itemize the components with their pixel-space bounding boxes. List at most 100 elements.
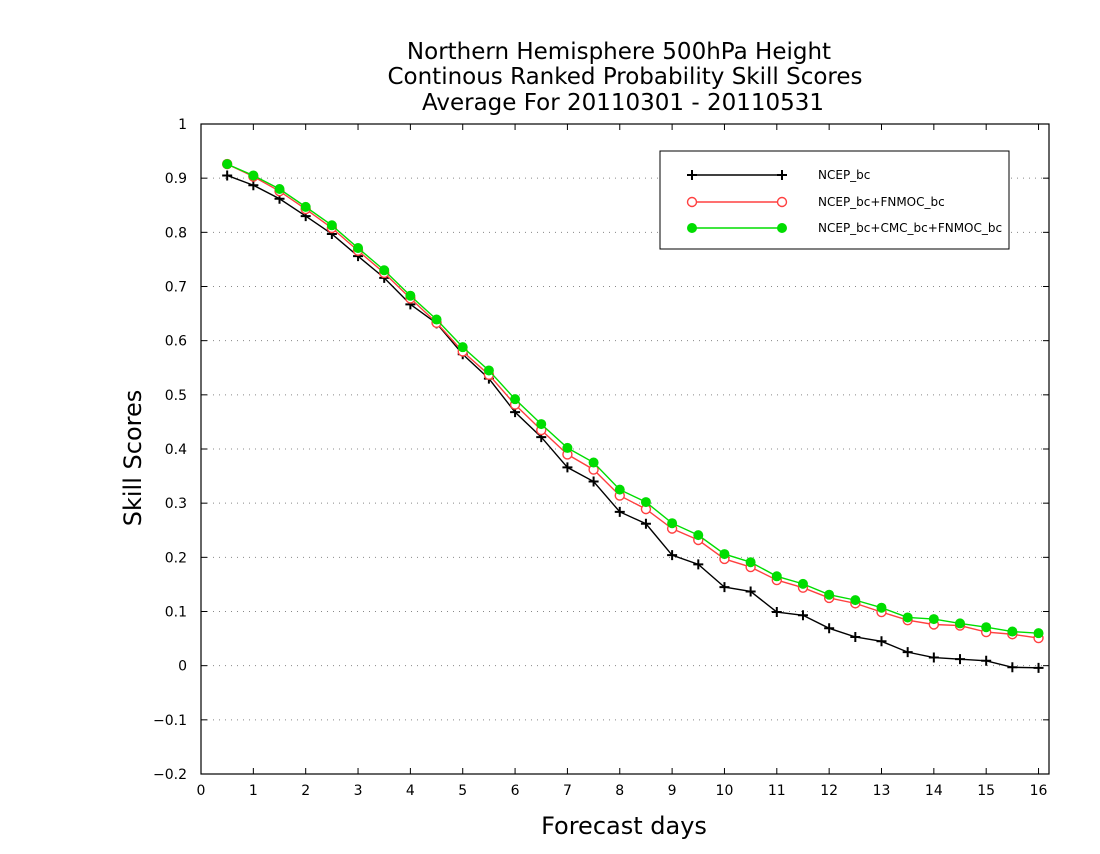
data-point-filled-circle: [745, 557, 756, 568]
data-point-filled-circle: [687, 223, 697, 233]
x-tick-label: 12: [820, 783, 838, 799]
data-point-filled-circle: [614, 484, 625, 495]
data-point-filled-circle: [640, 497, 651, 508]
data-point-plus: [667, 550, 678, 561]
x-tick-label: 3: [354, 783, 363, 799]
data-point-plus: [222, 170, 233, 181]
x-tick-label: 4: [406, 783, 415, 799]
data-point-plus: [248, 180, 259, 191]
x-tick-label: 14: [925, 783, 943, 799]
chart-title-line-2: Continous Ranked Probability Skill Score…: [387, 64, 862, 90]
series-2: [222, 159, 1044, 639]
data-point-filled-circle: [300, 201, 311, 212]
data-point-filled-circle: [562, 442, 573, 453]
y-tick-label: 0.6: [165, 334, 187, 350]
data-point-plus: [981, 655, 992, 666]
x-tick-label: 7: [563, 783, 572, 799]
legend-box: [659, 150, 1010, 250]
x-tick-label: 13: [873, 783, 891, 799]
y-tick-label: 0.2: [165, 550, 187, 566]
y-tick-label: 0.1: [165, 605, 187, 621]
data-point-plus: [745, 586, 756, 597]
y-tick-label: −0.1: [153, 713, 187, 729]
data-point-plus: [1033, 662, 1044, 673]
data-point-filled-circle: [928, 614, 939, 625]
data-point-plus: [902, 647, 913, 658]
data-point-plus: [824, 623, 835, 634]
x-tick-label: 6: [511, 783, 520, 799]
data-series: [221, 158, 1044, 673]
data-point-open-circle: [686, 196, 698, 208]
y-tick-label: 0.4: [165, 442, 187, 458]
data-point-filled-circle: [431, 314, 442, 325]
y-tick-label: 1: [178, 117, 187, 133]
x-axis-title: Forecast days: [541, 812, 707, 840]
series-line: [226, 174, 1039, 669]
data-point-filled-circle: [981, 622, 992, 633]
data-point-filled-circle: [588, 457, 599, 468]
y-tick-label: 0.8: [165, 225, 187, 241]
data-point-filled-circle: [1007, 626, 1018, 637]
data-point-plus: [588, 476, 599, 487]
x-tick-label: 16: [1030, 783, 1048, 799]
data-point-plus: [687, 170, 697, 180]
data-point-filled-circle: [274, 184, 285, 194]
data-point-plus: [719, 582, 730, 593]
y-tick-label: 0: [178, 659, 187, 675]
data-point-plus: [614, 506, 625, 517]
data-point-filled-circle: [771, 571, 782, 582]
legend-label: NCEP_bc: [818, 168, 870, 182]
legend: NCEP_bc NCEP_bc+FNMOC_bc NCEP_bc+CMC_bc+FN…: [659, 150, 1010, 250]
gridlines: [201, 177, 1049, 721]
data-point-plus: [928, 652, 939, 663]
x-tick-label: 1: [249, 783, 258, 799]
y-tick-label: 0.5: [165, 388, 187, 404]
chart-title: Northern Hemisphere 500hPa Height Contin…: [387, 39, 862, 116]
data-point-filled-circle: [850, 595, 861, 606]
data-point-filled-circle: [955, 618, 966, 629]
y-axis-title: Skill Scores: [119, 390, 147, 527]
legend-item: NCEP_bc: [687, 168, 870, 182]
data-point-filled-circle: [1033, 628, 1044, 639]
data-point-filled-circle: [693, 530, 704, 541]
chart-title-line-3: Average For 20110301 - 20110531: [422, 90, 824, 116]
data-point-plus: [797, 610, 808, 621]
data-point-plus: [771, 607, 782, 618]
x-tick-label: 15: [977, 783, 995, 799]
data-point-plus: [562, 462, 573, 473]
x-tick-label: 2: [301, 783, 310, 799]
data-point-plus: [955, 654, 966, 665]
data-point-filled-circle: [719, 549, 730, 560]
chart-title-line-1: Northern Hemisphere 500hPa Height: [407, 39, 831, 65]
data-point-filled-circle: [353, 243, 364, 254]
x-tick-label: 8: [615, 783, 624, 799]
x-tick-label: 11: [768, 783, 786, 799]
data-point-filled-circle: [222, 159, 233, 170]
data-point-plus: [1007, 662, 1018, 673]
legend-label: NCEP_bc+FNMOC_bc: [818, 195, 945, 209]
x-tick-label: 5: [458, 783, 467, 799]
data-point-filled-circle: [457, 342, 468, 353]
legend-label: NCEP_bc+CMC_bc+FNMOC_bc: [818, 221, 1002, 235]
data-point-filled-circle: [379, 265, 390, 276]
data-point-plus: [876, 636, 887, 647]
legend-item: NCEP_bc+FNMOC_bc: [686, 195, 945, 209]
data-point-filled-circle: [248, 170, 259, 181]
data-point-plus: [777, 170, 787, 180]
data-point-open-circle: [776, 196, 788, 208]
data-point-filled-circle: [902, 612, 913, 623]
y-tick-label: 0.7: [165, 280, 187, 296]
y-tick-label: −0.2: [153, 767, 187, 783]
data-point-plus: [640, 518, 651, 529]
y-tick-label: 0.3: [165, 496, 187, 512]
data-point-filled-circle: [667, 518, 678, 529]
data-point-filled-circle: [326, 220, 337, 231]
data-point-filled-circle: [824, 589, 835, 600]
x-tick-label: 10: [716, 783, 734, 799]
data-point-plus: [693, 559, 704, 570]
data-point-filled-circle: [510, 394, 521, 405]
data-point-filled-circle: [797, 578, 808, 589]
data-point-filled-circle: [405, 290, 416, 301]
x-tick-label: 0: [197, 783, 206, 799]
